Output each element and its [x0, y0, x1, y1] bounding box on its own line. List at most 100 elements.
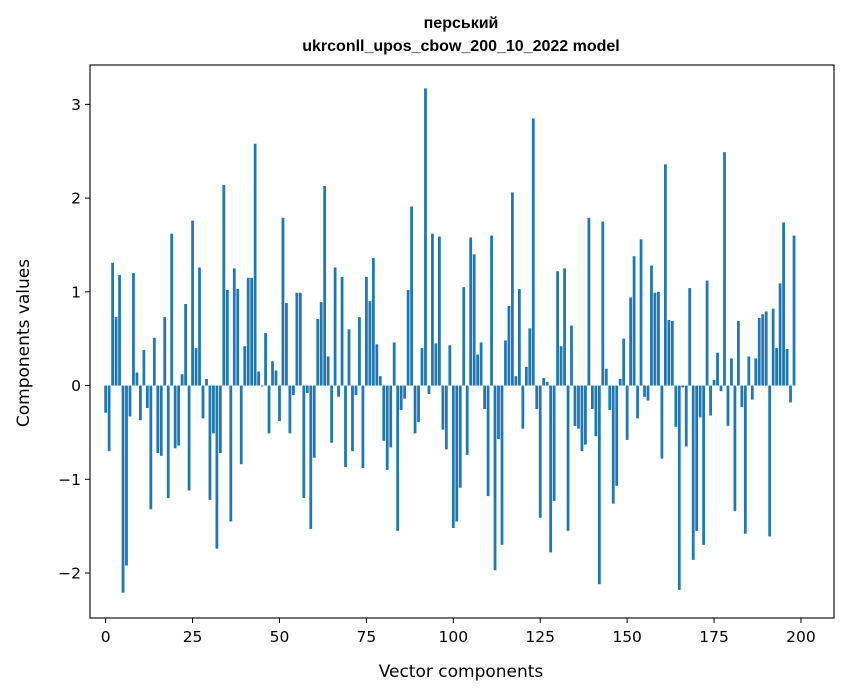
bar-47	[267, 385, 271, 434]
bar-107	[476, 354, 480, 386]
bar-134	[570, 325, 573, 386]
plot-frame	[89, 64, 835, 619]
bar-45	[260, 385, 264, 387]
bar-135	[573, 385, 577, 426]
bar-120	[521, 385, 525, 429]
bar-84	[396, 385, 400, 531]
bar-197	[789, 385, 792, 403]
bar-38	[236, 289, 240, 386]
bar-15	[156, 385, 160, 454]
bar-93	[427, 385, 431, 394]
bar-176	[716, 352, 719, 386]
bar-61	[316, 319, 320, 386]
bar-173	[705, 280, 709, 386]
bar-142	[597, 385, 601, 585]
bar-158	[653, 292, 657, 386]
bar-192	[771, 308, 775, 386]
bar-19	[170, 233, 174, 386]
bar-28	[201, 385, 205, 419]
bar-91	[420, 348, 424, 386]
bar-160	[660, 385, 664, 459]
bar-187	[754, 358, 758, 386]
bar-53	[288, 385, 292, 434]
bar-105	[469, 237, 473, 386]
chart-title-line2: ukrconll_upos_cbow_200_10_2022 model	[302, 38, 619, 55]
y-tick-label: 2	[71, 190, 81, 208]
bar-129	[552, 385, 556, 501]
bar-92	[424, 88, 427, 386]
bar-148	[618, 378, 622, 386]
bar-50	[278, 385, 281, 422]
bar-32	[215, 385, 219, 549]
bar-24	[187, 385, 191, 491]
x-axis-label: Vector components	[379, 662, 544, 682]
bar-20	[173, 385, 177, 449]
bar-6	[125, 385, 128, 566]
bar-88	[410, 206, 413, 386]
bar-98	[444, 385, 448, 450]
bar-12	[145, 385, 149, 409]
bar-63	[323, 185, 327, 386]
bar-136	[577, 385, 580, 429]
bar-193	[775, 348, 779, 386]
bar-166	[681, 385, 685, 388]
bar-118	[514, 376, 518, 386]
bar-108	[479, 342, 483, 386]
bar-174	[709, 385, 712, 416]
x-tick-label: 100	[439, 628, 469, 646]
bar-31	[212, 385, 215, 434]
bar-194	[778, 283, 782, 386]
bar-188	[757, 318, 761, 386]
bar-125	[538, 385, 542, 518]
bar-83	[392, 342, 396, 386]
bar-186	[750, 385, 754, 400]
bar-69	[344, 385, 347, 468]
bar-65	[330, 385, 334, 443]
x-tick-label: 75	[357, 628, 377, 646]
bar-10	[139, 385, 142, 421]
bar-54	[291, 385, 295, 395]
bar-156	[646, 385, 650, 401]
bar-94	[431, 233, 434, 386]
bar-181	[733, 385, 737, 512]
bar-183	[740, 385, 744, 408]
bar-87	[406, 289, 410, 386]
bar-150	[625, 385, 629, 440]
bar-95	[434, 343, 438, 386]
bar-66	[333, 267, 337, 386]
bar-115	[504, 340, 507, 386]
y-tick-label: −2	[58, 565, 81, 583]
bar-22	[180, 374, 184, 386]
bar-130	[556, 271, 559, 386]
bar-21	[177, 385, 181, 446]
bar-30	[208, 385, 212, 500]
bar-64	[326, 356, 330, 386]
bars-group	[104, 88, 796, 593]
bar-161	[663, 164, 667, 386]
bar-119	[517, 289, 521, 386]
bar-124	[535, 385, 539, 409]
bar-96	[438, 236, 441, 386]
bar-5	[121, 385, 125, 593]
bar-185	[747, 356, 751, 386]
bar-179	[726, 385, 730, 426]
bar-111	[490, 235, 493, 386]
bar-139	[587, 217, 591, 386]
bar-43	[253, 143, 257, 386]
x-tick-label: 150	[612, 628, 642, 646]
bar-168	[688, 288, 692, 386]
bar-106	[472, 254, 476, 386]
bar-68	[340, 276, 344, 386]
bar-60	[312, 385, 316, 458]
bar-99	[448, 345, 452, 386]
bar-79	[378, 376, 382, 386]
x-axis-ticks: 0 25 50 75 100 125 150 175 200	[101, 618, 816, 646]
bar-155	[643, 385, 646, 397]
bar-0	[104, 385, 108, 413]
bar-90	[417, 385, 420, 423]
bar-59	[309, 385, 313, 529]
x-tick-label: 25	[183, 628, 203, 646]
bar-133	[566, 385, 570, 531]
bar-62	[319, 302, 323, 386]
x-tick-label: 175	[699, 628, 729, 646]
